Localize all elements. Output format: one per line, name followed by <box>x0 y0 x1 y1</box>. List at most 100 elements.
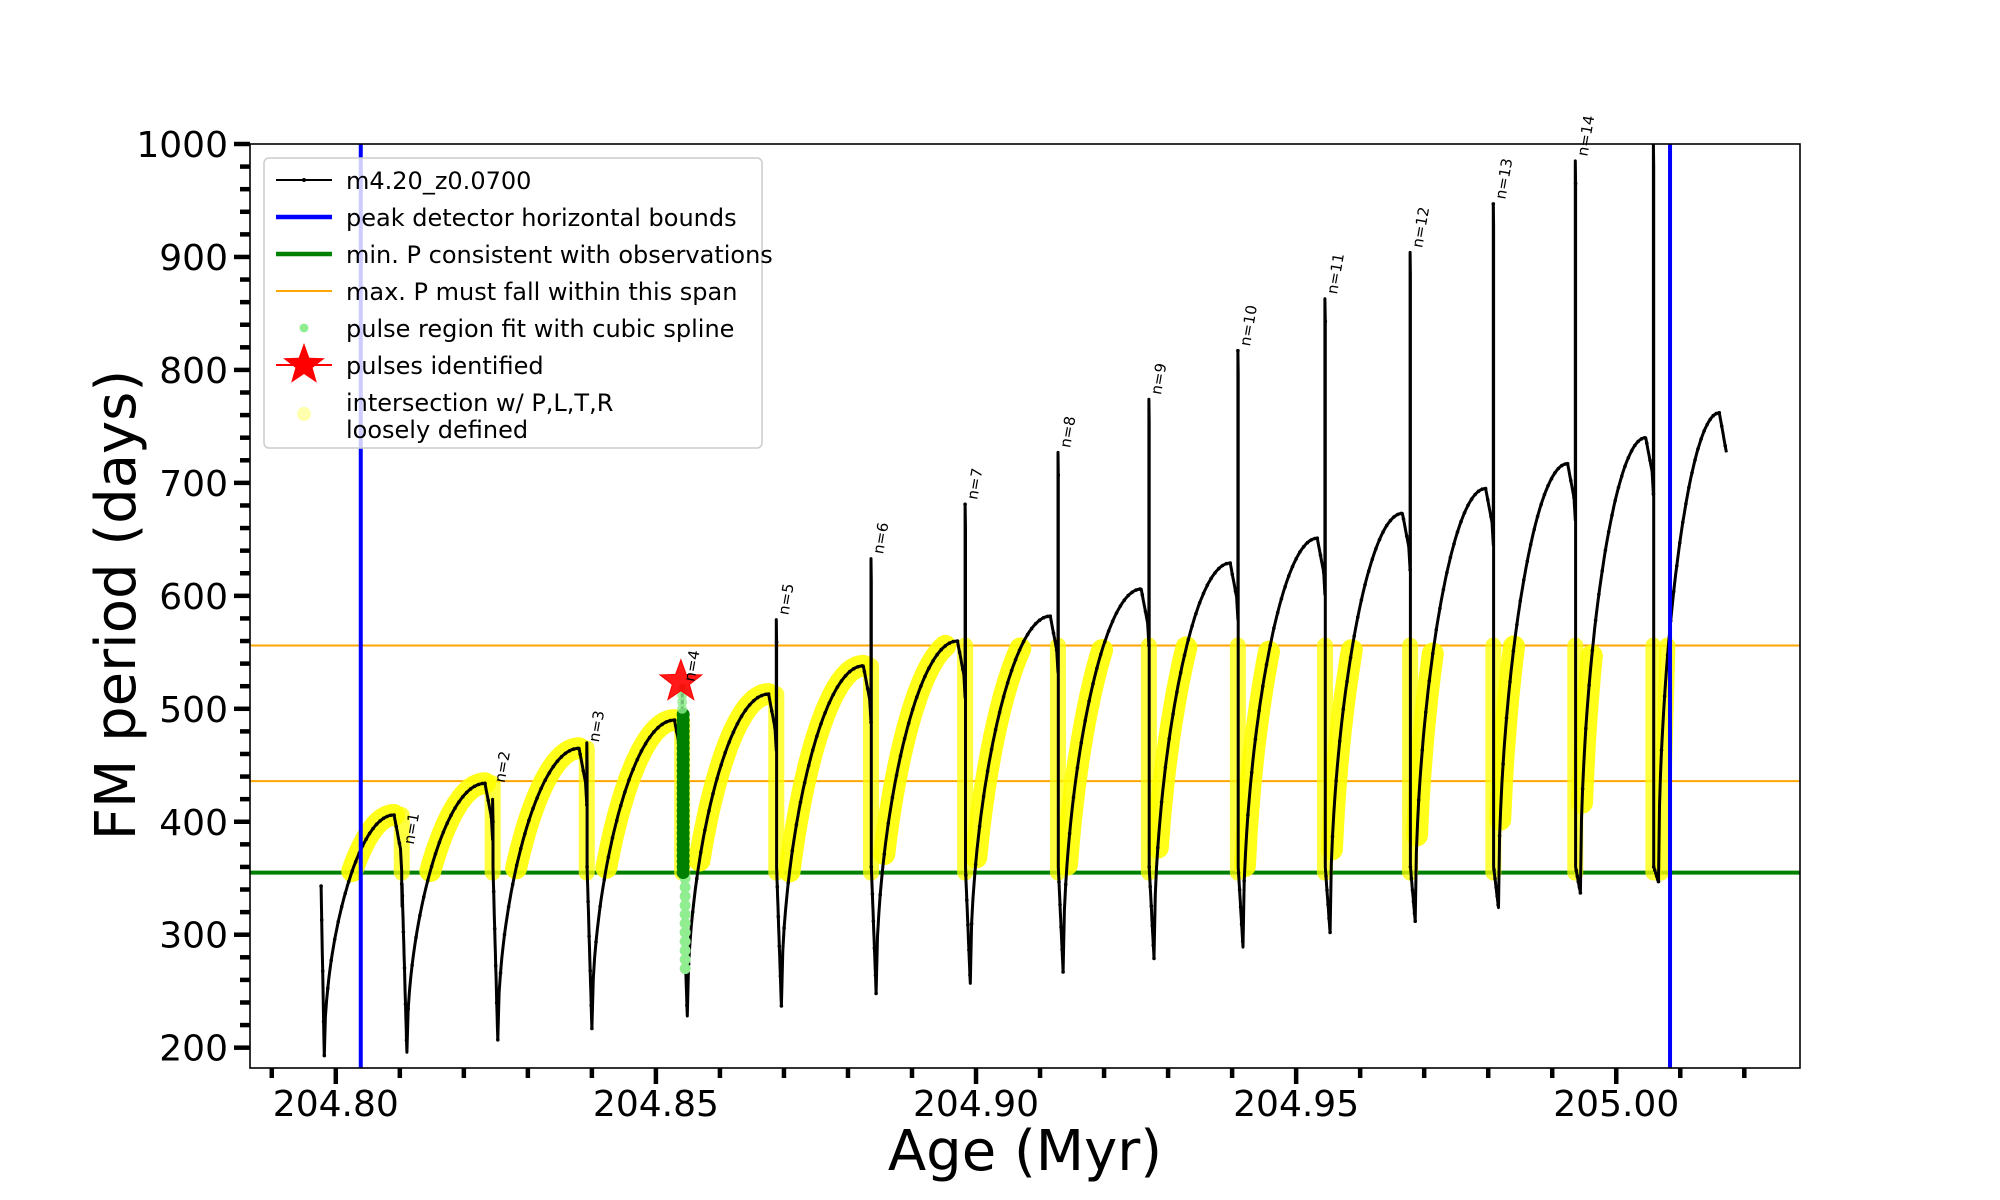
track-point <box>1719 424 1724 428</box>
track-point <box>403 1002 408 1006</box>
track-point <box>1283 584 1287 589</box>
track-point <box>939 647 943 652</box>
track-point <box>491 889 496 894</box>
track-point <box>1539 502 1543 507</box>
intersection-band <box>1056 639 1114 876</box>
track-point <box>1217 566 1221 571</box>
legend-box <box>263 157 763 449</box>
track-point <box>1264 662 1269 667</box>
track-point <box>1037 618 1042 622</box>
track-point <box>635 757 640 762</box>
track-point <box>581 769 586 773</box>
track-point <box>1009 668 1014 673</box>
track-point <box>1408 865 1413 869</box>
track-point <box>551 764 556 769</box>
track-point <box>410 963 414 968</box>
track-point <box>672 718 677 722</box>
track-point <box>575 746 580 751</box>
track-point <box>1325 888 1329 893</box>
legend-dot-icon <box>299 323 309 333</box>
y-tick-label: 300 <box>159 916 228 957</box>
legend-star-icon <box>283 343 325 383</box>
track-point <box>1063 882 1068 887</box>
track-point <box>1359 598 1364 602</box>
track-point <box>1495 894 1499 898</box>
track-point <box>461 795 465 799</box>
track-point <box>1711 413 1715 418</box>
track-point <box>1315 536 1320 540</box>
track-point <box>1580 787 1585 791</box>
track-point <box>1684 502 1688 506</box>
spline-point-light <box>679 890 691 902</box>
track-point <box>1675 564 1679 568</box>
track-point <box>1268 643 1272 648</box>
track-point <box>1083 718 1087 723</box>
track-point <box>402 966 407 970</box>
track-point <box>1025 632 1030 637</box>
axis-ticks <box>234 141 1747 1084</box>
legend-dot-icon <box>297 407 311 421</box>
spline-point-light <box>679 935 691 947</box>
track-point <box>320 969 325 973</box>
pulse-label: n=12 <box>1408 205 1433 249</box>
track-point <box>695 876 699 881</box>
track-point <box>322 1053 327 1058</box>
track-point <box>776 914 781 919</box>
track-point <box>639 749 644 753</box>
track-point <box>1556 466 1561 471</box>
track-point <box>1696 447 1700 451</box>
track-point <box>1249 770 1254 775</box>
track-point <box>764 692 768 697</box>
track-point <box>1337 739 1342 744</box>
track-point <box>1021 639 1026 644</box>
track-point <box>1272 626 1276 630</box>
track-point <box>1593 618 1598 623</box>
pulse-label: n=3 <box>585 709 608 743</box>
track-point <box>1163 765 1168 770</box>
track-point <box>778 974 783 978</box>
track-point <box>839 679 844 683</box>
track-point <box>1662 694 1667 698</box>
legend-entry: max. P must fall within this span <box>276 278 737 306</box>
track-point <box>1091 682 1095 686</box>
track-point <box>711 791 715 796</box>
track-point <box>643 741 648 746</box>
track-point <box>1392 515 1396 519</box>
track-point <box>414 935 418 940</box>
pulse-label: n=6 <box>869 521 892 555</box>
track-point <box>1190 624 1194 628</box>
track-point <box>422 895 426 899</box>
intersection-band <box>1146 636 1198 859</box>
track-point <box>1328 930 1332 935</box>
spline-point-light <box>679 908 691 920</box>
track-point <box>1404 534 1409 538</box>
track-point <box>1175 690 1179 694</box>
track-point <box>1606 530 1611 534</box>
track-point <box>1182 653 1187 658</box>
track-point <box>1326 902 1330 907</box>
track-point <box>1106 629 1111 633</box>
track-point <box>1327 916 1331 921</box>
track-point <box>406 1006 411 1011</box>
track-point <box>873 973 878 978</box>
track-point <box>567 749 572 753</box>
track-point <box>894 773 899 778</box>
track-point <box>1494 885 1498 890</box>
track-point <box>827 701 831 705</box>
track-point <box>1171 712 1175 716</box>
pulse-label: n=8 <box>1056 415 1079 449</box>
track-point <box>1699 437 1703 441</box>
y-tick-label: 500 <box>159 690 228 731</box>
track-point <box>418 913 422 918</box>
track-point <box>964 873 968 877</box>
track-point <box>1005 681 1010 685</box>
track-point <box>527 818 531 823</box>
track-point <box>1613 498 1617 503</box>
track-point <box>319 884 323 888</box>
track-point <box>578 752 582 756</box>
track-point <box>1508 680 1512 684</box>
track-point <box>429 864 434 869</box>
track-point <box>1603 548 1608 553</box>
track-point <box>664 720 668 724</box>
pulse-label: n=1 <box>400 811 423 845</box>
